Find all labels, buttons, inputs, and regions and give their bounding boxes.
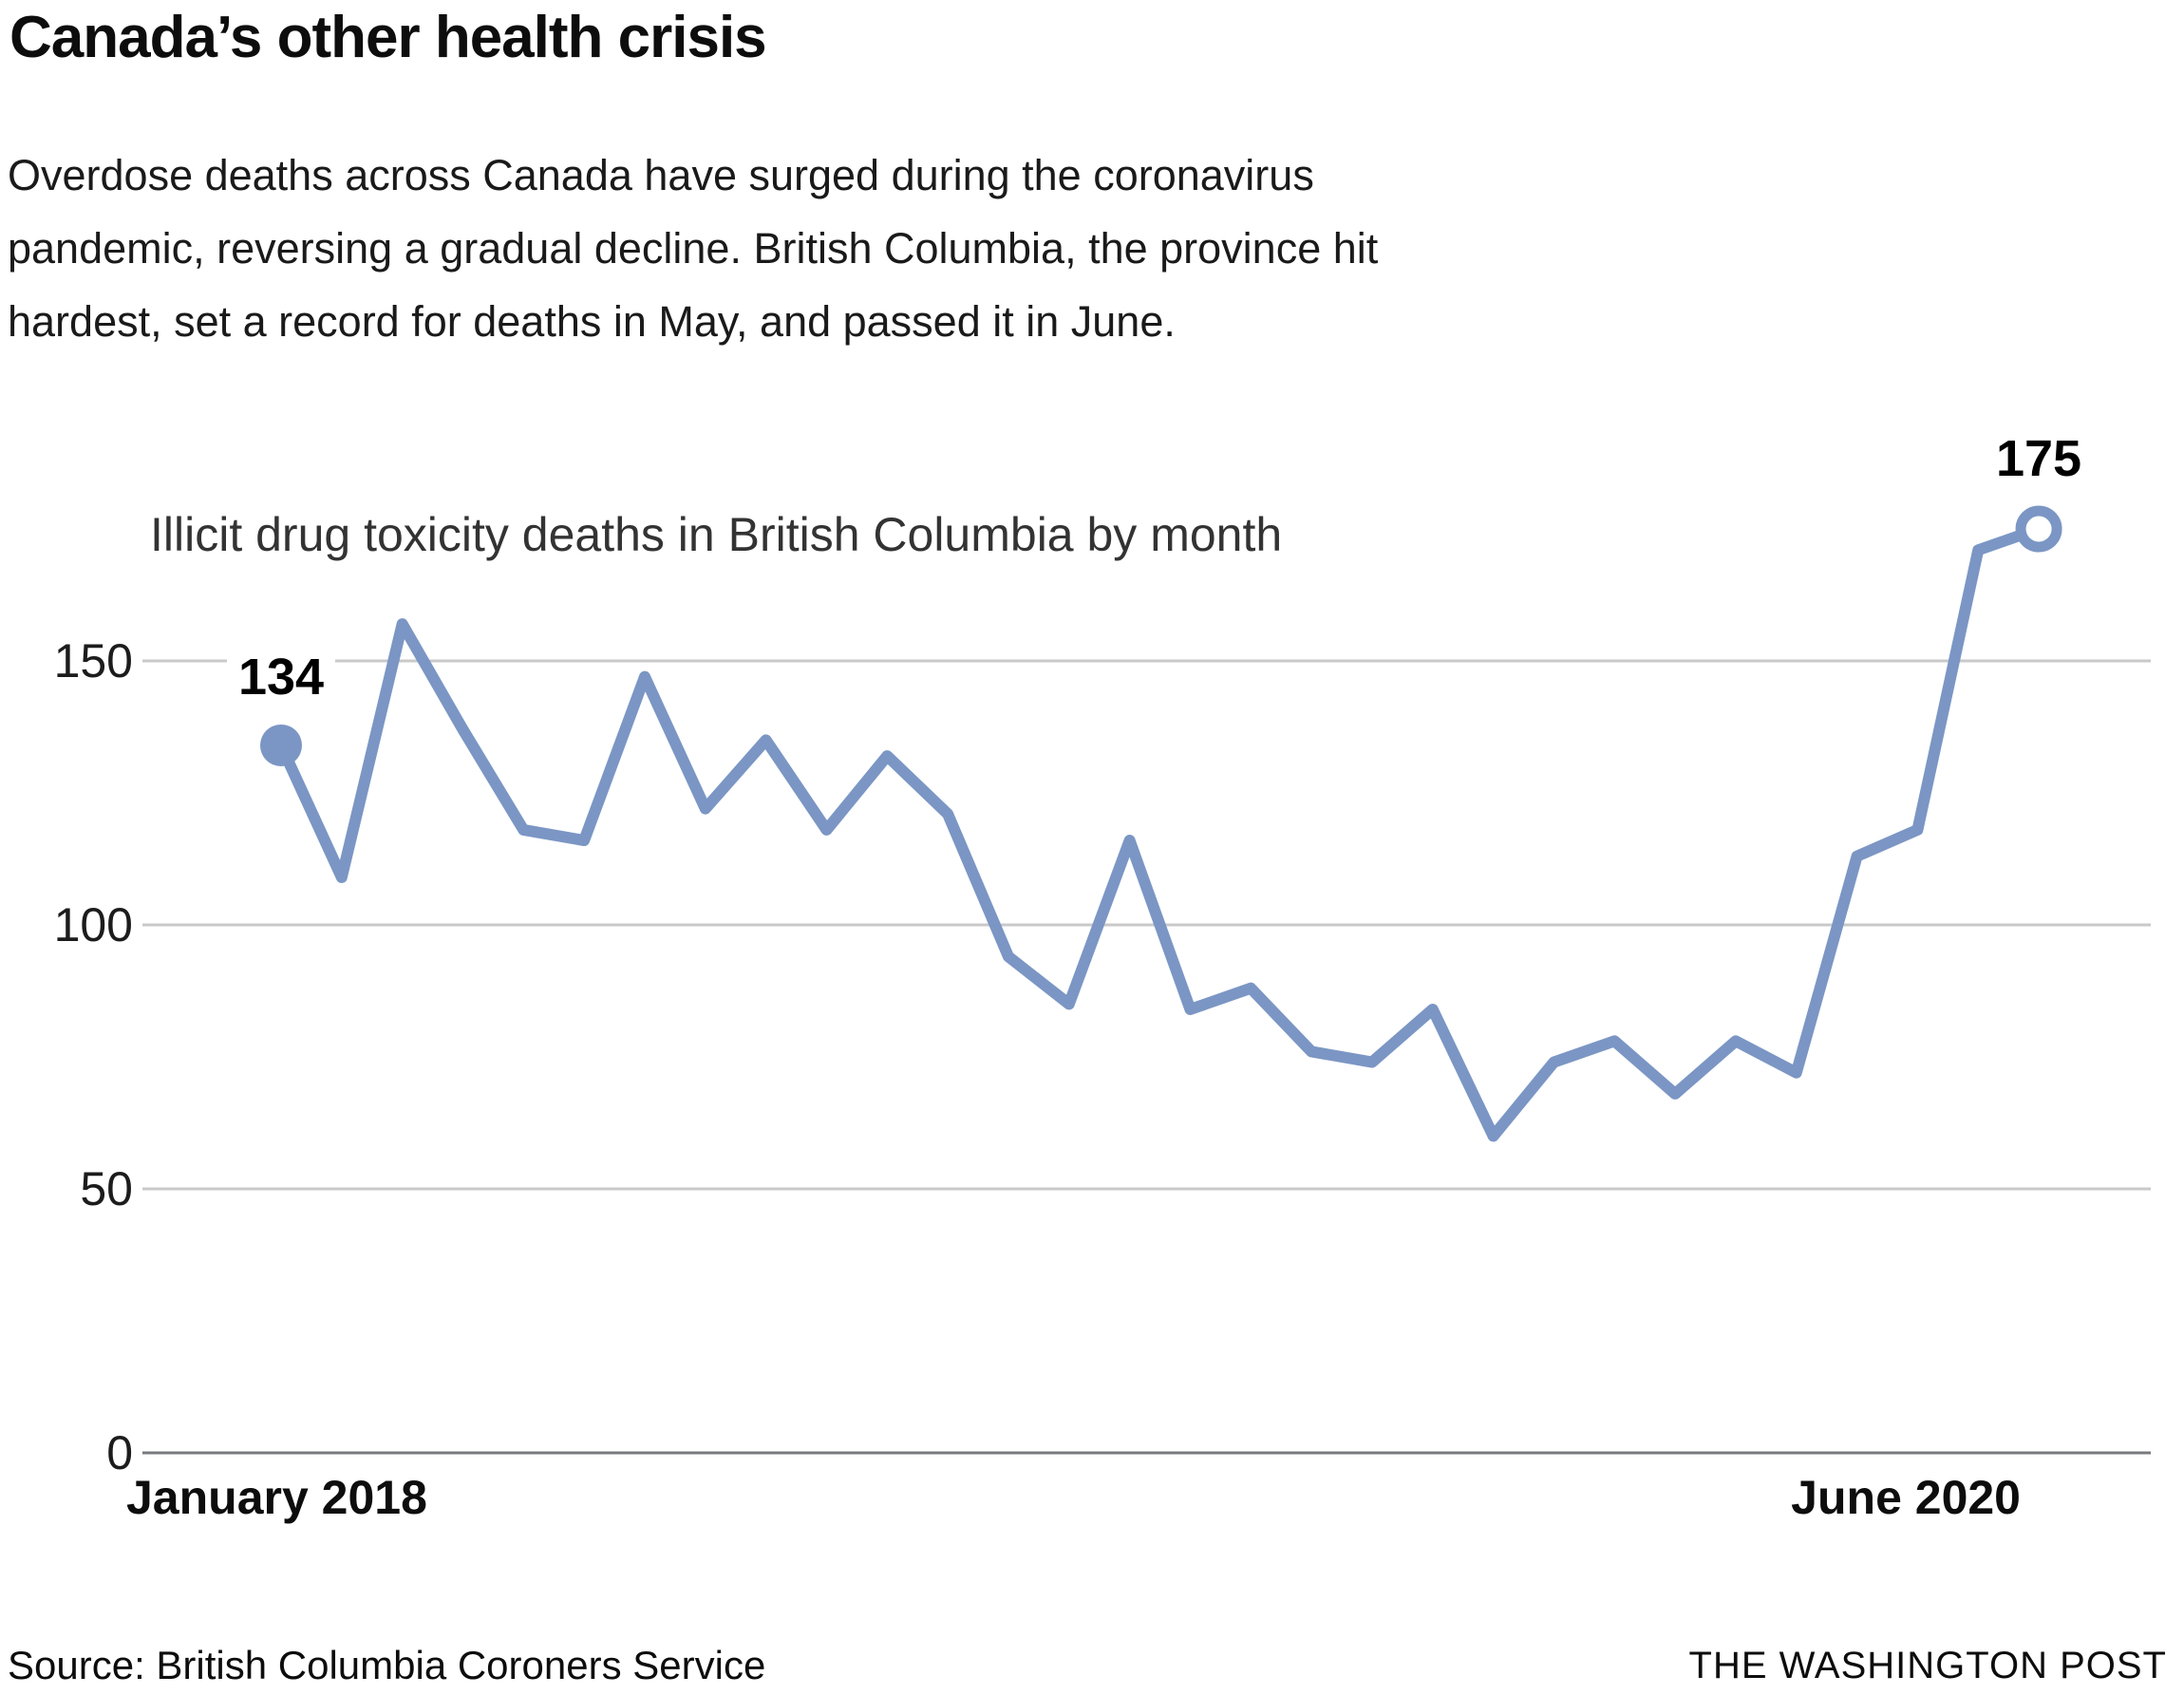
y-axis-tick-50: 50 (80, 1162, 133, 1215)
y-axis-tick-150: 150 (53, 634, 133, 687)
first-point-marker (260, 724, 302, 766)
description-line-1: Overdose deaths across Canada have surge… (8, 151, 1314, 199)
y-axis-tick-100: 100 (53, 898, 133, 951)
chart-description: Overdose deaths across Canada have surge… (8, 139, 1378, 358)
source-credit: Source: British Columbia Coroners Servic… (8, 1643, 766, 1687)
last-point-marker (2015, 505, 2062, 553)
x-axis-start-label: January 2018 (126, 1471, 427, 1524)
first-point-value-label: 134 (226, 648, 336, 706)
x-axis-end-label: June 2020 (1791, 1471, 2021, 1524)
description-line-3: hardest, set a record for deaths in May,… (8, 297, 1176, 346)
last-point-value-label: 175 (1995, 430, 2082, 487)
deaths-trend-line (275, 523, 2045, 1142)
description-line-2: pandemic, reversing a gradual decline. B… (8, 224, 1379, 273)
page-title: Canada’s other health crisis (9, 5, 767, 70)
publisher-credit: THE WASHINGTON POST (1688, 1645, 2167, 1686)
chart-subtitle: Illicit drug toxicity deaths in British … (150, 508, 1283, 561)
y-axis-tick-0: 0 (106, 1426, 133, 1479)
